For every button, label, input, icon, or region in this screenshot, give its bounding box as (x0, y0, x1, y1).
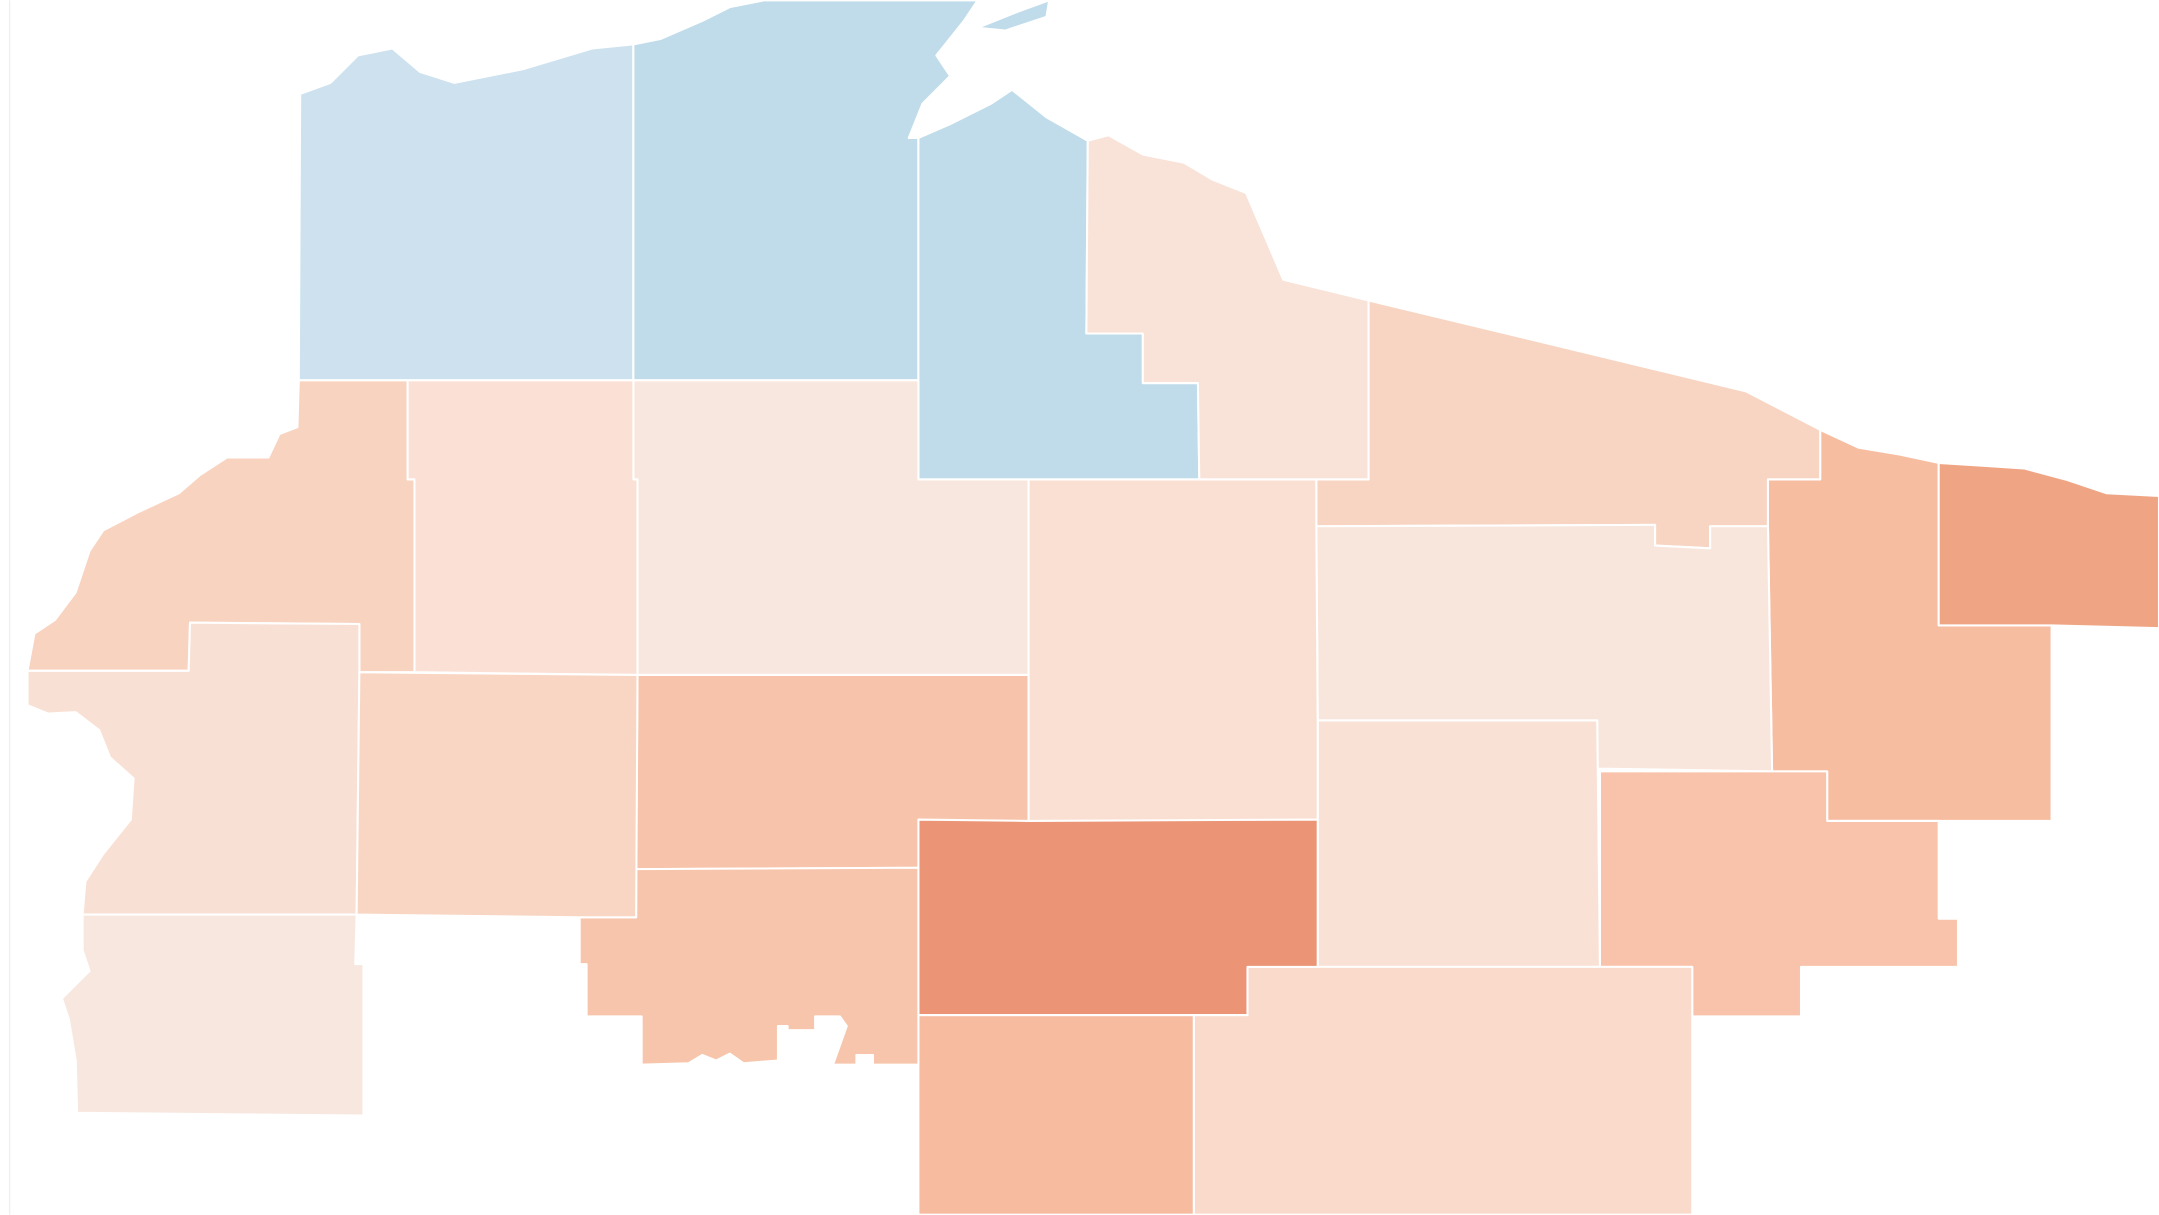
region (406, 379, 639, 677)
region (1316, 719, 1602, 968)
region (355, 671, 639, 919)
region (578, 866, 920, 1066)
region (1937, 461, 2159, 630)
region (26, 379, 416, 674)
region (297, 43, 635, 382)
region (976, 0, 1051, 32)
region (917, 1014, 1195, 1215)
region (60, 913, 365, 1117)
region (26, 621, 361, 916)
regions (26, 0, 2159, 1215)
region (1192, 965, 1694, 1215)
region (1027, 478, 1319, 822)
region (1085, 134, 1370, 481)
